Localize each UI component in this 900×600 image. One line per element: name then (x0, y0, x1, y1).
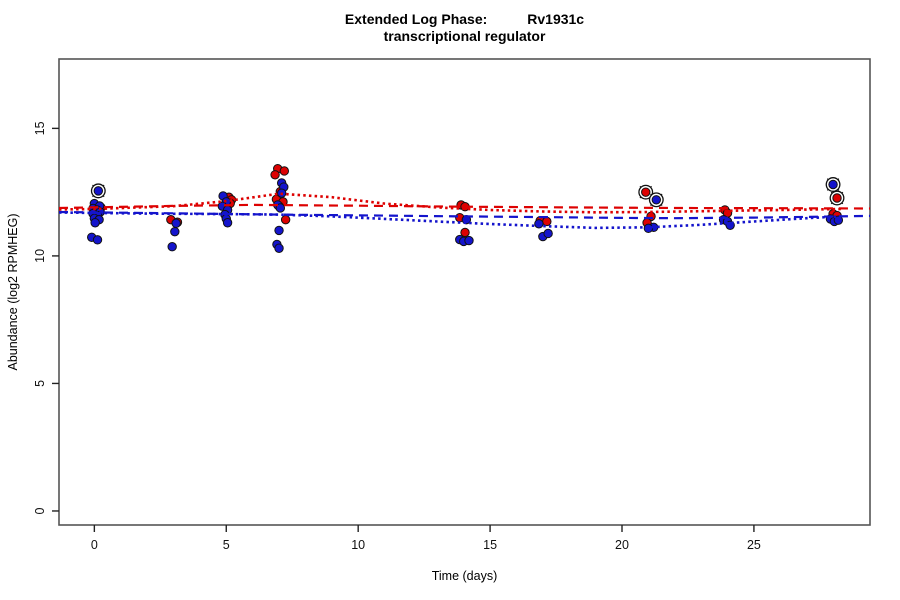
data-point (222, 218, 233, 228)
y-tick-label: 10 (33, 249, 47, 263)
outlier-point (828, 179, 838, 190)
red-dotted-fit (58, 192, 842, 214)
data-point (460, 227, 470, 238)
y-axis-label: Abundance (log2 RPMHEG) (6, 213, 20, 371)
data-point (274, 243, 284, 253)
y-tick-label: 15 (33, 121, 47, 135)
outlier-point (93, 186, 104, 196)
x-axis-ticks: 0 5 10 15 20 25 (91, 525, 761, 552)
data-point (280, 214, 291, 225)
x-tick-label: 25 (747, 538, 761, 552)
data-point (167, 242, 177, 252)
gene-name: Rv1931c (527, 11, 585, 27)
data-point (170, 226, 180, 237)
data-point (833, 215, 844, 225)
data-point (90, 218, 100, 228)
data-point (270, 170, 280, 180)
data-point (275, 203, 286, 213)
data-point (534, 219, 544, 229)
x-axis-label: Time (days) (431, 569, 498, 583)
data-point (464, 235, 474, 246)
blue-dotted-fit (58, 211, 842, 230)
y-tick-label: 0 (33, 507, 47, 514)
blue-points-group (87, 178, 844, 253)
title-line-2: transcriptional regulator (383, 28, 546, 44)
x-tick-label: 0 (91, 538, 98, 552)
data-point (171, 218, 181, 228)
x-tick-label: 5 (223, 538, 230, 552)
data-point (643, 223, 654, 234)
data-point (274, 225, 284, 236)
blue-circled-outliers-group (90, 177, 841, 208)
y-axis-ticks: 0 5 10 15 (33, 121, 59, 514)
data-point (543, 228, 553, 239)
outlier-point (651, 195, 662, 205)
x-tick-label: 20 (615, 538, 629, 552)
red-dashed-fit (58, 203, 871, 210)
plot-title: Extended Log Phase: Rv1931c transcription… (59, 11, 870, 45)
outlier-point (832, 193, 842, 203)
plot-box (58, 58, 871, 526)
title-line-1: Extended Log Phase: Rv1931c (59, 11, 870, 28)
red-circled-outliers-group (638, 184, 845, 206)
x-tick-label: 15 (483, 538, 497, 552)
y-tick-label: 5 (33, 380, 47, 387)
outlier-point (641, 187, 651, 197)
data-point (279, 166, 290, 176)
data-point (542, 216, 552, 227)
x-tick-label: 10 (351, 538, 365, 552)
title-prefix: Extended Log Phase: (344, 11, 488, 27)
data-point (92, 235, 103, 245)
